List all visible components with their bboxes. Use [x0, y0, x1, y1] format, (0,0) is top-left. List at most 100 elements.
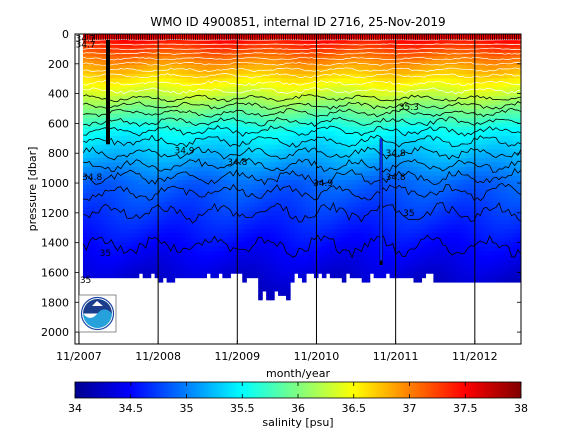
field-cell: [230, 193, 235, 199]
field-cell: [266, 215, 271, 221]
field-cell: [158, 34, 164, 40]
field-cell: [146, 255, 152, 261]
field-cell: [349, 273, 355, 279]
field-cell: [206, 233, 211, 239]
field-cell: [166, 69, 172, 75]
field-cell: [222, 273, 227, 279]
field-cell: [118, 251, 124, 257]
field-cell: [421, 184, 427, 190]
field-cell: [254, 153, 259, 159]
field-cell: [433, 202, 438, 208]
field-cell: [381, 122, 387, 128]
field-cell: [337, 56, 343, 62]
field-cell: [433, 109, 438, 115]
field-cell: [206, 189, 211, 195]
field-cell: [353, 255, 359, 261]
field-cell: [178, 184, 184, 190]
field-cell: [222, 206, 227, 212]
field-cell: [158, 87, 164, 93]
field-cell: [278, 277, 283, 283]
field-cell: [154, 158, 160, 164]
field-cell: [158, 255, 164, 261]
field-cell: [134, 113, 140, 119]
field-cell: [341, 242, 347, 248]
field-cell: [349, 242, 355, 248]
field-cell: [82, 259, 88, 265]
field-cell: [138, 237, 144, 243]
field-cell: [425, 127, 431, 133]
field-cell: [186, 268, 192, 274]
field-cell: [437, 175, 442, 181]
field-cell: [86, 135, 92, 141]
field-cell: [150, 268, 156, 274]
field-cell: [266, 78, 271, 84]
field-cell: [290, 211, 295, 217]
field-cell: [305, 38, 311, 44]
field-cell: [266, 193, 271, 199]
field-cell: [250, 153, 255, 159]
field-cell: [222, 255, 227, 261]
field-cell: [114, 100, 120, 106]
field-cell: [230, 42, 235, 48]
field-cell: [325, 122, 331, 128]
field-cell: [373, 237, 379, 243]
field-cell: [218, 197, 223, 203]
field-cell: [381, 273, 387, 279]
field-cell: [361, 34, 367, 40]
field-cell: [190, 193, 196, 199]
field-cell: [413, 224, 419, 230]
field-cell: [258, 104, 263, 110]
field-cell: [425, 189, 431, 195]
field-cell: [317, 82, 323, 88]
field-cell: [146, 166, 152, 172]
field-cell: [210, 184, 215, 190]
field-cell: [158, 91, 164, 97]
field-cell: [158, 149, 164, 155]
field-cell: [142, 38, 148, 44]
field-cell: [110, 122, 116, 128]
field-cell: [274, 215, 279, 221]
field-cell: [369, 87, 375, 93]
field-cell: [118, 175, 124, 181]
field-cell: [234, 224, 239, 230]
field-cell: [122, 259, 128, 265]
field-cell: [230, 158, 235, 164]
field-cell: [242, 242, 247, 248]
field-cell: [186, 264, 192, 270]
field-cell: [198, 78, 204, 84]
field-cell: [230, 135, 235, 141]
field-cell: [397, 56, 403, 62]
field-cell: [417, 224, 423, 230]
field-cell: [118, 42, 124, 48]
field-cell: [166, 171, 172, 177]
field-cell: [98, 122, 104, 128]
field-cell: [369, 78, 375, 84]
field-cell: [278, 56, 283, 62]
field-cell: [246, 268, 251, 274]
field-cell: [369, 211, 375, 217]
field-cell: [162, 47, 168, 53]
field-cell: [246, 211, 251, 217]
field-cell: [194, 69, 200, 75]
field-cell: [413, 109, 419, 115]
field-cell: [94, 251, 100, 257]
field-cell: [365, 60, 371, 66]
field-cell: [369, 38, 375, 44]
field-cell: [150, 109, 156, 115]
field-cell: [373, 268, 379, 274]
field-cell: [290, 42, 295, 48]
field-cell: [174, 180, 180, 186]
field-cell: [409, 96, 415, 102]
field-cell: [353, 113, 359, 119]
field-cell: [98, 171, 104, 177]
field-cell: [290, 193, 295, 199]
field-cell: [158, 268, 164, 274]
field-cell: [222, 104, 227, 110]
field-cell: [381, 113, 387, 119]
field-cell: [369, 202, 375, 208]
field-cell: [170, 38, 176, 44]
field-cell: [421, 42, 427, 48]
field-cell: [222, 189, 227, 195]
field-cell: [118, 96, 124, 102]
field-cell: [202, 251, 208, 257]
